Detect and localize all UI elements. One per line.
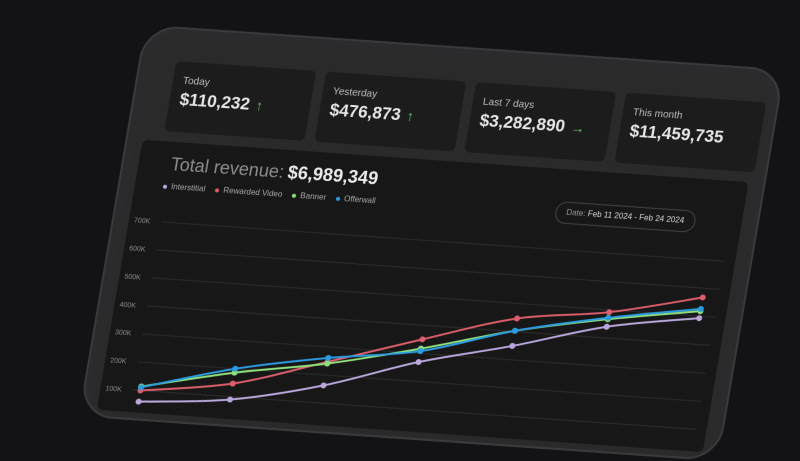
revenue-chart-panel: Total revenue:$6,989,349 Interstitial Re…	[96, 139, 749, 453]
data-point[interactable]	[509, 342, 516, 349]
data-point[interactable]	[226, 396, 234, 403]
card-label: Today	[182, 75, 211, 89]
gridline	[156, 249, 721, 290]
gridline	[160, 221, 726, 262]
stat-card-today[interactable]: Today $110,232 ↑	[164, 61, 317, 141]
data-point[interactable]	[697, 305, 704, 312]
data-point[interactable]	[324, 360, 331, 367]
series-line-rewarded-video	[140, 296, 703, 392]
data-point[interactable]	[232, 365, 239, 372]
gridline	[146, 305, 711, 346]
data-point[interactable]	[417, 348, 424, 355]
data-point[interactable]	[135, 398, 142, 405]
gridline	[132, 389, 697, 430]
card-label: Last 7 days	[482, 96, 536, 112]
tablet-device: Today $110,232 ↑ Yesterday $476,873 ↑ Last…	[78, 24, 786, 461]
data-point[interactable]	[229, 380, 236, 387]
y-tick-label: 300K	[114, 330, 132, 338]
gridline	[141, 333, 707, 374]
data-point[interactable]	[606, 309, 613, 316]
stat-card-last-7-days[interactable]: Last 7 days $3,282,890 →	[464, 82, 617, 162]
data-point[interactable]	[605, 314, 612, 321]
arrow-right-icon: →	[569, 119, 587, 137]
stat-card-this-month[interactable]: This month $11,459,735	[614, 92, 767, 173]
card-value: $3,282,890	[478, 110, 567, 136]
arrow-up-icon: ↑	[405, 107, 416, 125]
y-tick-label: 200K	[109, 358, 127, 366]
card-value: $476,873	[328, 100, 403, 125]
y-tick-label: 500K	[124, 274, 142, 282]
arrow-up-icon: ↑	[254, 97, 265, 114]
data-point[interactable]	[511, 327, 518, 334]
data-point[interactable]	[415, 359, 422, 366]
data-point[interactable]	[325, 354, 332, 361]
gridline	[137, 361, 702, 402]
card-label: Yesterday	[332, 86, 378, 101]
card-value: $11,459,735	[628, 121, 726, 147]
data-point[interactable]	[320, 382, 327, 389]
data-point[interactable]	[513, 315, 521, 322]
revenue-line-chart: 100K 200K 300K 400K 500K 600K 700K	[105, 218, 726, 430]
data-point[interactable]	[603, 323, 610, 330]
y-tick-label: 100K	[105, 386, 123, 394]
y-tick-label: 400K	[119, 302, 137, 310]
data-point[interactable]	[696, 315, 703, 322]
data-point[interactable]	[137, 384, 145, 391]
gridline	[151, 277, 716, 318]
y-tick-label: 700K	[133, 218, 151, 226]
data-point[interactable]	[419, 336, 426, 343]
card-label: This month	[632, 107, 684, 122]
card-value: $110,232	[178, 89, 252, 114]
stat-card-yesterday[interactable]: Yesterday $476,873 ↑	[314, 71, 467, 152]
y-tick-label: 600K	[129, 246, 147, 254]
data-point[interactable]	[699, 294, 706, 301]
dashboard-screen: Today $110,232 ↑ Yesterday $476,873 ↑ Last…	[88, 34, 774, 458]
